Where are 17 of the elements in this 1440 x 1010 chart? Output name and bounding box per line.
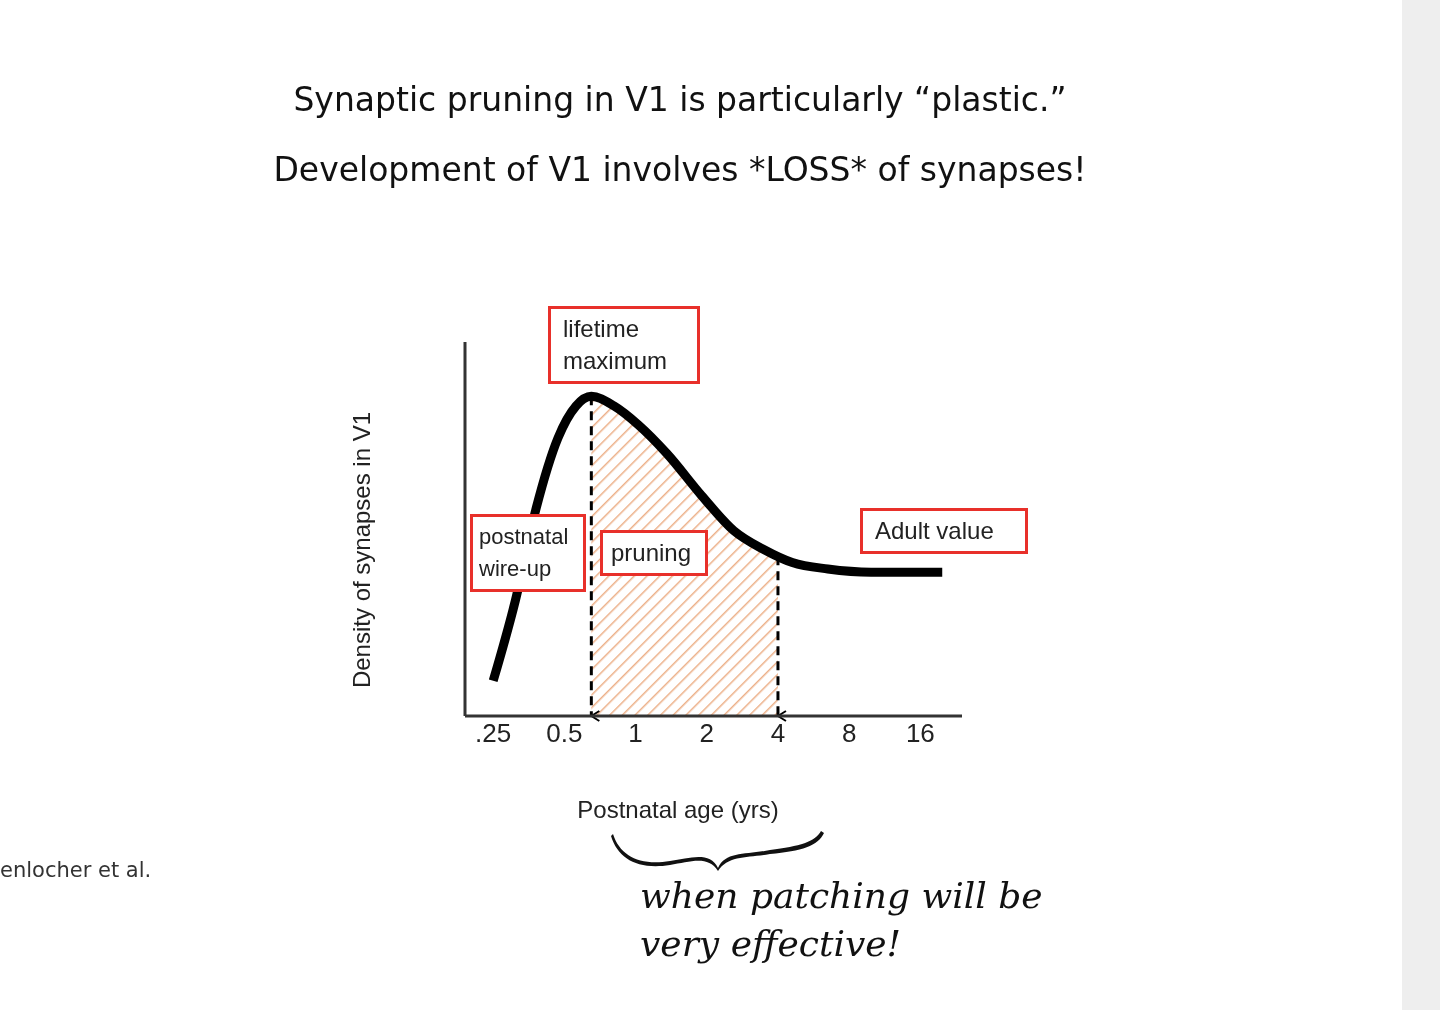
x-tick-label: 8 [841, 718, 857, 749]
chart-subtitle: Development of V1 involves *LOSS* of synapses! [272, 150, 1088, 189]
annotation: postnatal wire-up [470, 514, 586, 592]
text: lifetime maximum [548, 306, 700, 384]
annotation: Adult value [860, 508, 1028, 554]
text: enlocher et al. [0, 858, 152, 882]
chart-title: Synaptic pruning in V1 is particularly “plastic.” [292, 80, 1068, 119]
annotation: pruning [600, 530, 708, 576]
x-tick-label: 2 [699, 718, 715, 749]
x-tick-label: 4 [770, 718, 786, 749]
y-axis-title: Density of synapses in V1 [348, 411, 376, 689]
x-tick-label: 1 [628, 718, 643, 749]
x-tick-label: .25 [475, 718, 512, 749]
x-axis-title: Postnatal age (yrs) [576, 796, 780, 824]
x-tick-label: 0.5 [546, 718, 583, 749]
x-tick-label: 16 [905, 718, 935, 749]
text: when patching will be very effective! [640, 874, 1044, 966]
